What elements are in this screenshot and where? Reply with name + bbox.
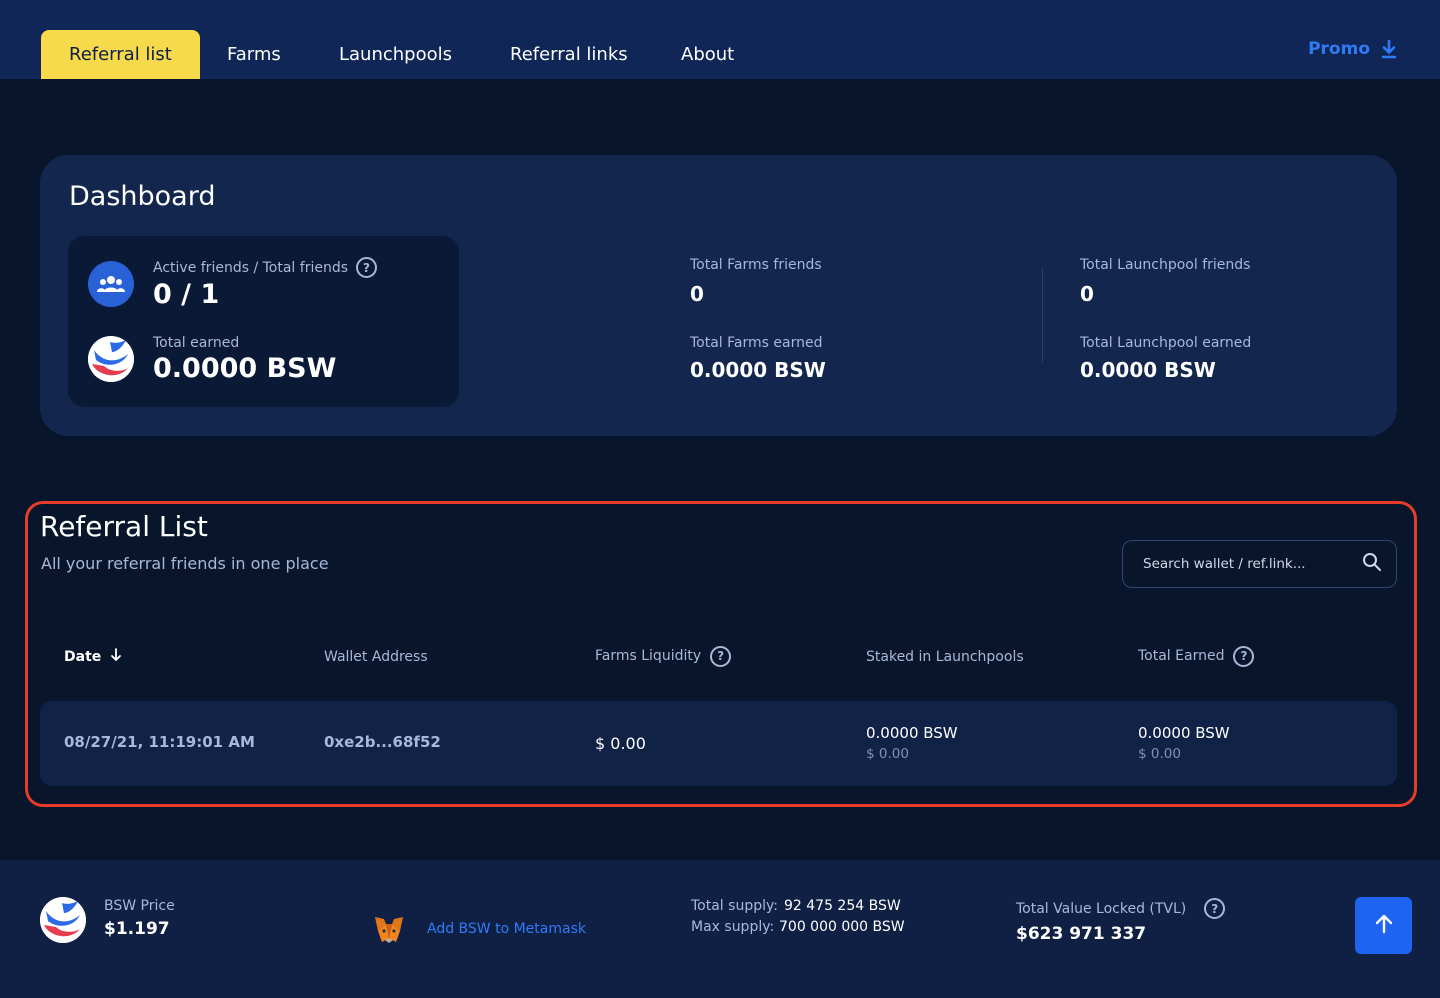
search-field[interactable] <box>1122 540 1397 588</box>
friends-summary-card: Active friends / Total friends ? 0 / 1 T… <box>68 236 459 407</box>
help-icon[interactable]: ? <box>1233 645 1255 667</box>
dashboard-panel: Dashboard Active friends / Total friends… <box>40 155 1397 436</box>
friends-value: 0 / 1 <box>153 279 220 310</box>
friends-label: Active friends / Total friends <box>153 259 349 276</box>
top-navigation: Referral list Farms Launchpools Referral… <box>0 0 1440 79</box>
total-earned-value: 0.0000 BSW <box>153 353 337 384</box>
tvl-label: Total Value Locked (TVL) <box>1016 900 1187 917</box>
referral-list-highlight <box>25 501 1417 807</box>
column-header-farms-liquidity-label: Farms Liquidity <box>595 648 702 664</box>
row-wallet[interactable]: 0xe2b...68f52 <box>324 733 441 751</box>
launchpool-friends-value: 0 <box>1080 282 1094 306</box>
download-icon <box>1382 39 1396 59</box>
total-supply-label: Total supply: <box>691 898 778 914</box>
farms-earned-label: Total Farms earned <box>690 335 823 351</box>
farms-friends-value: 0 <box>690 282 704 306</box>
column-header-farms-liquidity: Farms Liquidity ? <box>595 645 732 667</box>
row-earned-usd: $ 0.00 <box>1138 746 1181 762</box>
column-header-wallet: Wallet Address <box>324 646 428 668</box>
row-date: 08/27/21, 11:19:01 AM <box>64 733 255 751</box>
tab-farms[interactable]: Farms <box>227 44 281 65</box>
farms-friends-label: Total Farms friends <box>690 257 822 273</box>
stats-divider <box>1042 268 1043 362</box>
dashboard-title: Dashboard <box>69 181 216 212</box>
row-staked: 0.0000 BSW <box>866 724 958 742</box>
promo-label: Promo <box>1308 39 1370 59</box>
total-earned-label: Total earned <box>153 335 240 351</box>
search-input[interactable] <box>1143 556 1353 572</box>
tab-referral-list[interactable]: Referral list <box>41 30 200 79</box>
launchpool-friends-label: Total Launchpool friends <box>1080 257 1251 273</box>
promo-button[interactable]: Promo <box>1308 38 1396 60</box>
help-icon[interactable]: ? <box>356 257 378 278</box>
sort-down-icon[interactable] <box>110 648 122 666</box>
row-earned: 0.0000 BSW <box>1138 724 1230 742</box>
column-header-date[interactable]: Date <box>64 646 122 668</box>
tab-about[interactable]: About <box>681 44 735 65</box>
biswap-logo-icon <box>40 897 86 943</box>
bsw-price-label: BSW Price <box>104 898 175 914</box>
bsw-price-value: $1.197 <box>104 919 170 939</box>
launchpool-earned-label: Total Launchpool earned <box>1080 335 1252 351</box>
tab-referral-links[interactable]: Referral links <box>510 44 628 65</box>
footer <box>0 860 1440 998</box>
max-supply-value: 700 000 000 BSW <box>779 919 905 935</box>
farms-earned-value: 0.0000 BSW <box>690 358 826 382</box>
max-supply-label: Max supply: <box>691 919 775 935</box>
table-row[interactable] <box>40 701 1397 786</box>
column-header-wallet-label: Wallet Address <box>324 649 428 665</box>
scroll-to-top-button[interactable] <box>1355 897 1412 954</box>
metamask-fox-icon[interactable] <box>373 915 405 949</box>
biswap-logo-icon <box>88 336 134 382</box>
row-farms-liquidity: $ 0.00 <box>595 734 646 753</box>
row-staked-usd: $ 0.00 <box>866 746 909 762</box>
friends-icon <box>88 261 134 307</box>
help-icon[interactable]: ? <box>1204 898 1226 919</box>
column-header-total-earned-label: Total Earned <box>1138 648 1225 664</box>
help-icon[interactable]: ? <box>710 645 732 667</box>
total-supply-value: 92 475 254 BSW <box>784 898 901 914</box>
tvl-label-group: Total Value Locked (TVL) ? <box>1016 898 1226 919</box>
column-header-staked-label: Staked in Launchpools <box>866 649 1024 665</box>
add-to-metamask-link[interactable]: Add BSW to Metamask <box>427 921 586 937</box>
launchpool-earned-value: 0.0000 BSW <box>1080 358 1216 382</box>
referral-list-title: Referral List <box>40 510 208 543</box>
arrow-up-icon <box>1375 914 1393 937</box>
search-icon[interactable] <box>1362 552 1382 576</box>
referral-list-subtitle: All your referral friends in one place <box>41 554 329 573</box>
tvl-value: $623 971 337 <box>1016 924 1147 944</box>
column-header-staked: Staked in Launchpools <box>866 646 1024 668</box>
column-header-date-label: Date <box>64 649 102 665</box>
tab-launchpools[interactable]: Launchpools <box>339 44 453 65</box>
column-header-total-earned: Total Earned ? <box>1138 645 1255 667</box>
